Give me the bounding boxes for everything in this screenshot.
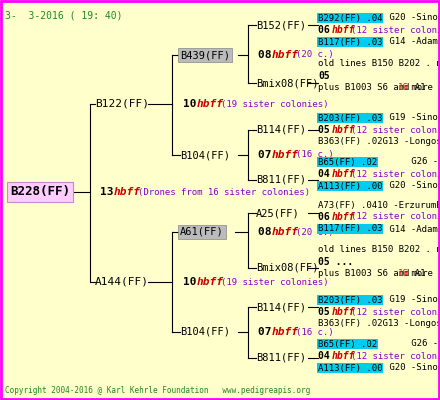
Text: (20 c.): (20 c.) — [296, 228, 334, 236]
Text: hbff: hbff — [197, 99, 224, 109]
Text: (20 c.): (20 c.) — [296, 50, 334, 60]
Text: A25(FF): A25(FF) — [256, 208, 300, 218]
Text: 13: 13 — [100, 187, 120, 197]
Text: (12 sister colonies): (12 sister colonies) — [351, 126, 440, 134]
Text: hbff: hbff — [332, 351, 356, 361]
Text: G19 -Sinop62R: G19 -Sinop62R — [385, 296, 440, 304]
Text: more: more — [407, 84, 433, 92]
Text: hbff: hbff — [332, 169, 356, 179]
Text: hbff: hbff — [272, 150, 299, 160]
Text: B65(FF) .02: B65(FF) .02 — [318, 158, 377, 166]
Text: 10: 10 — [183, 277, 203, 287]
Text: hbff: hbff — [332, 307, 356, 317]
Text: G14 -Adami75R: G14 -Adami75R — [385, 224, 440, 234]
Text: A144(FF): A144(FF) — [95, 277, 149, 287]
Text: G26 -B-xx43: G26 -B-xx43 — [379, 340, 440, 348]
Text: (12 sister colonies): (12 sister colonies) — [351, 352, 440, 360]
Text: 16: 16 — [398, 270, 409, 278]
Text: B114(FF): B114(FF) — [256, 302, 306, 312]
Text: B439(FF): B439(FF) — [180, 50, 230, 60]
Text: hbff: hbff — [272, 227, 299, 237]
Text: A113(FF) .00: A113(FF) .00 — [318, 182, 382, 190]
Text: (12 sister colonies): (12 sister colonies) — [351, 170, 440, 178]
Text: hbff: hbff — [332, 25, 356, 35]
Text: 08: 08 — [258, 50, 278, 60]
Text: B114(FF): B114(FF) — [256, 125, 306, 135]
Text: A61(FF): A61(FF) — [180, 227, 224, 237]
Text: 07: 07 — [258, 327, 278, 337]
Text: G19 -Sinop62R: G19 -Sinop62R — [385, 114, 440, 122]
Text: B122(FF): B122(FF) — [95, 99, 149, 109]
Text: (12 sister colonies): (12 sister colonies) — [351, 212, 440, 222]
Text: G20 -Sinop62R: G20 -Sinop62R — [385, 182, 440, 190]
Text: B104(FF): B104(FF) — [180, 327, 230, 337]
Text: B203(FF) .03: B203(FF) .03 — [318, 114, 382, 122]
Text: (12 sister colonies): (12 sister colonies) — [351, 26, 440, 34]
Text: (19 sister colonies): (19 sister colonies) — [221, 100, 329, 108]
Text: A113(FF) .00: A113(FF) .00 — [318, 364, 382, 372]
Text: 06: 06 — [318, 25, 336, 35]
Text: 05 ...: 05 ... — [318, 257, 353, 267]
Text: 05: 05 — [318, 125, 336, 135]
Text: B65(FF) .02: B65(FF) .02 — [318, 340, 377, 348]
Text: 04: 04 — [318, 351, 336, 361]
Text: A73(FF) .0410 -ErzurumEgg8: A73(FF) .0410 -ErzurumEgg8 — [318, 200, 440, 210]
Text: B292(FF) .04: B292(FF) .04 — [318, 14, 382, 22]
Text: hbff: hbff — [114, 187, 141, 197]
Text: Copyright 2004-2016 @ Karl Kehrle Foundation   www.pedigreapis.org: Copyright 2004-2016 @ Karl Kehrle Founda… — [5, 386, 310, 395]
Text: G14 -Adami75R: G14 -Adami75R — [385, 38, 440, 46]
Text: B363(FF) .02G13 -Longos77R: B363(FF) .02G13 -Longos77R — [318, 138, 440, 146]
Text: B363(FF) .02G13 -Longos77R: B363(FF) .02G13 -Longos77R — [318, 320, 440, 328]
Text: 16: 16 — [398, 84, 409, 92]
Text: B117(FF) .03: B117(FF) .03 — [318, 224, 382, 234]
Text: B203(FF) .03: B203(FF) .03 — [318, 296, 382, 304]
Text: Bmix08(FF): Bmix08(FF) — [256, 78, 319, 88]
Text: 05: 05 — [318, 307, 336, 317]
Text: B811(FF): B811(FF) — [256, 175, 306, 185]
Text: plus B1003 S6 and A1: plus B1003 S6 and A1 — [318, 84, 425, 92]
Text: hbff: hbff — [332, 212, 356, 222]
Text: Bmix08(FF): Bmix08(FF) — [256, 263, 319, 273]
Text: 05: 05 — [318, 71, 330, 81]
Text: hbff: hbff — [332, 125, 356, 135]
Text: 10: 10 — [183, 99, 203, 109]
Text: 3-  3-2016 ( 19: 40): 3- 3-2016 ( 19: 40) — [5, 10, 122, 20]
Text: plus B1003 S6 and A1: plus B1003 S6 and A1 — [318, 270, 425, 278]
Text: B104(FF): B104(FF) — [180, 150, 230, 160]
Text: old lines B150 B202 . no more: old lines B150 B202 . no more — [318, 246, 440, 254]
Text: 04: 04 — [318, 169, 336, 179]
Text: B152(FF): B152(FF) — [256, 20, 306, 30]
Text: more: more — [407, 270, 433, 278]
Text: (16 c.): (16 c.) — [296, 150, 334, 160]
Text: 08: 08 — [258, 227, 278, 237]
Text: hbff: hbff — [272, 50, 299, 60]
Text: (19 sister colonies): (19 sister colonies) — [221, 278, 329, 286]
Text: (16 c.): (16 c.) — [296, 328, 334, 336]
Text: hbff: hbff — [197, 277, 224, 287]
Text: hbff: hbff — [272, 327, 299, 337]
Text: B228(FF): B228(FF) — [10, 186, 70, 198]
Text: 07: 07 — [258, 150, 278, 160]
Text: (12 sister colonies): (12 sister colonies) — [351, 308, 440, 316]
Text: old lines B150 B202 . no more: old lines B150 B202 . no more — [318, 60, 440, 68]
Text: (Drones from 16 sister colonies): (Drones from 16 sister colonies) — [138, 188, 310, 196]
Text: B117(FF) .03: B117(FF) .03 — [318, 38, 382, 46]
Text: G20 -Sinop62R: G20 -Sinop62R — [385, 364, 440, 372]
Text: G20 -Sinop62R: G20 -Sinop62R — [385, 14, 440, 22]
Text: G26 -B-xx43: G26 -B-xx43 — [379, 158, 440, 166]
Text: B811(FF): B811(FF) — [256, 353, 306, 363]
Text: 06: 06 — [318, 212, 336, 222]
